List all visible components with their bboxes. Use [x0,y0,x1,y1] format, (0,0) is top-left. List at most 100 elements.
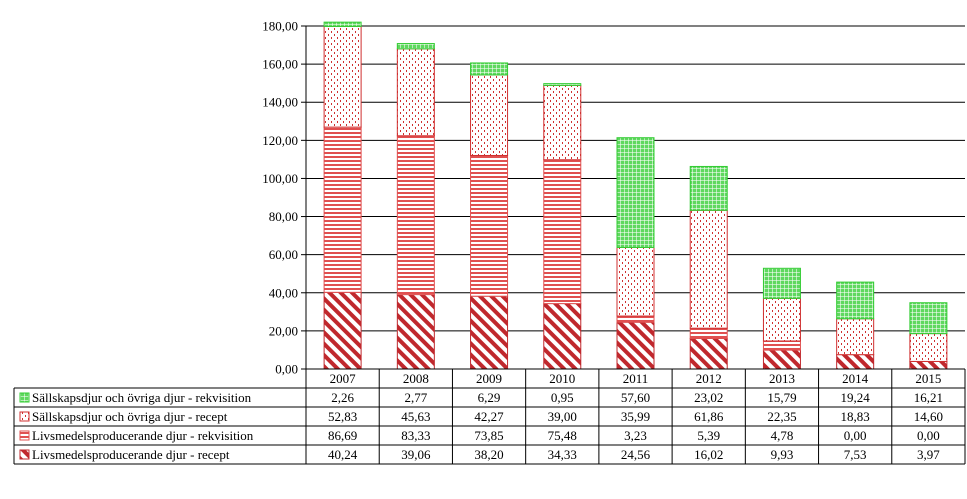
data-table-cell: 35,99 [621,409,650,424]
data-table-cell: 18,83 [841,409,870,424]
bar-segment-2013-series-3 [762,267,801,299]
bar-segment-2009-series-1 [470,154,509,297]
data-table-cell: 86,69 [328,428,357,443]
bar-segment-2011-series-2 [616,246,655,317]
bar-segment-2012-series-2 [689,209,728,329]
legend-entry: Sällskapsdjur och övriga djur - recept [32,409,228,424]
data-table-cell: 75,48 [548,428,577,443]
bar-segment-2012-series-3 [689,165,728,211]
data-table: 2007 2008 2009 2010 2011 2012 2013 2014 2015 Säll… [13,368,966,465]
y-tick-label: 40,00 [269,285,298,300]
data-table-cell: 0,00 [844,428,867,443]
bar-segment-2008-series-3 [396,43,435,50]
bar-segment-2008-series-1 [396,135,435,296]
data-table-cell: 19,24 [841,390,871,405]
data-table-cell: 3,97 [917,447,940,462]
bar-segment-2013-series-0 [762,349,801,370]
data-table-cell: 40,24 [328,447,358,462]
data-table-cell: 14,60 [914,409,943,424]
y-tick-label: 120,00 [262,133,298,148]
data-table-cell: 7,53 [844,447,867,462]
data-table-cell: 73,85 [474,428,503,443]
data-table-cell: 24,56 [621,447,651,462]
data-table-cell: 9,93 [771,447,794,462]
data-table-cell: 39,06 [401,447,431,462]
data-table-cell: 61,86 [694,409,724,424]
data-table-cell: 16,21 [914,390,943,405]
bar-segment-2014-series-0 [836,354,875,370]
data-table-cell: 3,23 [624,428,647,443]
data-table-cell: 4,78 [771,428,794,443]
axes [301,25,307,370]
bar-segment-2012-series-0 [689,337,728,370]
bar-segment-2009-series-2 [470,74,509,156]
legend-swatch [19,392,30,403]
y-tick-label: 160,00 [262,57,298,72]
x-category-label: 2012 [696,371,722,386]
bar-segment-2015-series-0 [909,360,948,370]
data-table-cell: 42,27 [474,409,504,424]
bar-segment-2007-series-1 [323,126,362,293]
legend-swatch [19,449,30,460]
data-table-cell: 22,35 [767,409,796,424]
y-tick-label: 100,00 [262,171,298,186]
data-table-cell: 45,63 [401,409,430,424]
data-table-cell: 6,29 [478,390,501,405]
bar-segment-2007-series-3 [323,21,362,27]
bar-segment-2010-series-0 [543,303,582,370]
bar-segment-2012-series-1 [689,327,728,339]
data-table-cell: 52,83 [328,409,357,424]
y-tick-label: 180,00 [262,19,298,34]
data-table-cell: 2,77 [404,390,427,405]
data-table-cell: 57,60 [621,390,650,405]
x-category-label: 2008 [403,371,429,386]
x-category-label: 2010 [549,371,575,386]
data-table-cell: 15,79 [767,390,796,405]
data-table-cell: 39,00 [548,409,577,424]
legend-entry: Livsmedelsproducerande djur - recept [32,447,230,462]
data-table-cell: 2,26 [331,390,354,405]
bar-segment-2007-series-2 [323,25,362,128]
x-category-label: 2007 [330,371,357,386]
data-table-cell: 0,95 [551,390,574,405]
bar-segment-2011-series-3 [616,137,655,248]
data-table-cell: 0,00 [917,428,940,443]
bar-segment-2013-series-2 [762,297,801,342]
bar-segment-2010-series-2 [543,84,582,161]
bar-segment-2013-series-1 [762,340,801,351]
x-category-label: 2011 [623,371,649,386]
y-axis-tick-labels: 0,00 20,00 40,00 60,00 80,00 100,00 120,00 140,… [262,19,298,377]
bar-segment-2015-series-2 [909,333,948,362]
legend-entry: Livsmedelsproducerande djur - rekvisitio… [32,428,254,443]
bar-segment-2011-series-0 [616,321,655,370]
bar-segment-2008-series-2 [396,48,435,137]
y-tick-label: 20,00 [269,323,298,338]
data-table-cell: 23,02 [694,390,723,405]
data-table-cell: 34,33 [548,447,577,462]
data-table-cell: 83,33 [401,428,430,443]
bar-segment-2014-series-3 [836,281,875,320]
bar-segment-2008-series-0 [396,294,435,370]
bar-segment-2010-series-1 [543,159,582,305]
bar-segment-2010-series-3 [543,83,582,86]
bar-segment-2015-series-3 [909,302,948,335]
bar-segment-2009-series-3 [470,62,509,76]
x-category-label: 2015 [915,371,941,386]
x-category-label: 2013 [769,371,795,386]
legend-swatch [19,411,30,422]
y-tick-label: 80,00 [269,209,298,224]
y-tick-label: 0,00 [275,362,298,377]
legend-entry: Sällskapsdjur och övriga djur - rekvisit… [32,390,252,405]
bar-segment-2007-series-0 [323,291,362,370]
bar-segment-2009-series-0 [470,295,509,370]
x-category-label: 2009 [476,371,502,386]
bars [323,21,948,370]
x-category-label: 2014 [842,371,869,386]
y-tick-label: 140,00 [262,95,298,110]
data-table-cell: 5,39 [697,428,720,443]
y-tick-label: 60,00 [269,247,298,262]
data-table-cell: 16,02 [694,447,723,462]
bar-segment-2014-series-2 [836,318,875,356]
